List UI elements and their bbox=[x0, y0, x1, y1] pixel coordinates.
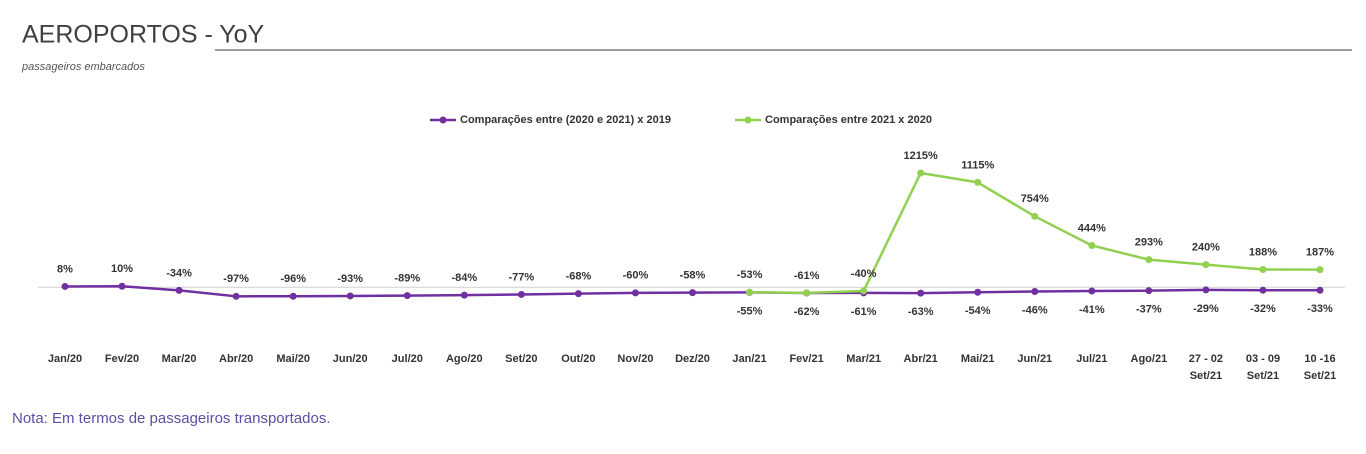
x-tick-label: Ago/21 bbox=[1131, 353, 1168, 365]
point bbox=[175, 286, 183, 294]
point bbox=[974, 288, 982, 296]
data-label: -62% bbox=[794, 306, 820, 318]
point bbox=[61, 282, 69, 290]
x-tick-label: Ago/20 bbox=[446, 353, 483, 365]
data-label: 1215% bbox=[904, 150, 938, 162]
data-label: -93% bbox=[337, 273, 363, 285]
point bbox=[1145, 287, 1153, 295]
point bbox=[118, 282, 126, 290]
data-label: 1115% bbox=[961, 159, 994, 171]
x-tick-label: Jan/20 bbox=[48, 353, 82, 365]
chart-title: AEROPORTOS - YoY bbox=[22, 21, 265, 49]
x-tick-label: Jan/21 bbox=[732, 353, 766, 365]
point bbox=[1316, 266, 1324, 274]
point bbox=[1202, 261, 1210, 269]
legend-label: Comparações entre (2020 e 2021) x 2019 bbox=[460, 114, 671, 126]
point bbox=[1145, 256, 1153, 264]
data-label: -53% bbox=[737, 269, 763, 281]
x-tick-label: 10 -16 Set/21 bbox=[1304, 353, 1336, 382]
x-tick-label: Mai/20 bbox=[276, 353, 310, 365]
data-label: -54% bbox=[965, 305, 991, 317]
legend-marker bbox=[744, 116, 752, 124]
chart-subtitle: passageiros embarcados bbox=[21, 61, 145, 73]
series-line bbox=[749, 171, 1321, 295]
data-label: -29% bbox=[1193, 303, 1219, 315]
data-label: -32% bbox=[1250, 303, 1276, 315]
point bbox=[346, 292, 354, 300]
data-label: -37% bbox=[1136, 304, 1162, 316]
point bbox=[803, 289, 811, 297]
point bbox=[1259, 266, 1267, 274]
data-label: -34% bbox=[166, 267, 192, 279]
legend-label: Comparações entre 2021 x 2020 bbox=[765, 114, 932, 126]
data-label: -41% bbox=[1079, 304, 1105, 316]
point bbox=[1031, 288, 1039, 296]
data-label: -96% bbox=[280, 273, 306, 285]
x-tick-label: Nov/20 bbox=[617, 353, 653, 365]
data-label: 10% bbox=[111, 263, 133, 275]
point bbox=[517, 290, 525, 298]
x-tick-label: 27 - 02 Set/21 bbox=[1189, 353, 1223, 382]
data-label: -58% bbox=[680, 270, 706, 282]
point bbox=[403, 292, 411, 300]
x-tick-label: Dez/20 bbox=[675, 353, 710, 365]
data-label: -40% bbox=[851, 268, 877, 280]
data-label: -97% bbox=[223, 273, 249, 285]
data-label: 240% bbox=[1192, 242, 1220, 254]
point bbox=[974, 178, 982, 186]
point bbox=[860, 287, 868, 295]
data-label: -89% bbox=[394, 272, 420, 284]
point bbox=[1202, 286, 1210, 294]
point bbox=[917, 169, 925, 177]
point bbox=[289, 292, 297, 300]
x-tick-label: Abr/21 bbox=[904, 353, 938, 365]
x-tick-label: Jul/21 bbox=[1076, 353, 1107, 365]
x-tick-label: Mar/20 bbox=[162, 353, 197, 365]
x-tick-label: Fev/20 bbox=[105, 353, 139, 365]
data-label: 293% bbox=[1135, 237, 1163, 249]
point bbox=[574, 290, 582, 298]
data-label: 188% bbox=[1249, 246, 1277, 258]
x-tick-label: Mar/21 bbox=[846, 353, 881, 365]
data-label: -33% bbox=[1307, 303, 1333, 315]
data-label: -46% bbox=[1022, 304, 1048, 316]
x-tick-label: Out/20 bbox=[561, 353, 595, 365]
data-label: -55% bbox=[737, 305, 763, 317]
data-label: -61% bbox=[794, 270, 820, 282]
data-label: 187% bbox=[1306, 247, 1334, 259]
note: Nota: Em termos de passageiros transport… bbox=[12, 410, 331, 427]
point bbox=[232, 292, 240, 300]
point bbox=[460, 291, 468, 299]
data-label: 444% bbox=[1078, 222, 1106, 234]
x-tick-label: Set/20 bbox=[505, 353, 537, 365]
data-label: -84% bbox=[451, 272, 477, 284]
point bbox=[1259, 286, 1267, 294]
x-tick-label: Jun/21 bbox=[1017, 353, 1052, 365]
data-label: -68% bbox=[566, 270, 592, 282]
point bbox=[1031, 212, 1039, 220]
data-label: -60% bbox=[623, 270, 649, 282]
data-label: -61% bbox=[851, 306, 877, 318]
legend-marker bbox=[439, 116, 447, 124]
point bbox=[1316, 286, 1324, 294]
data-label: -77% bbox=[509, 271, 535, 283]
x-tick-label: 03 - 09 Set/21 bbox=[1246, 353, 1280, 382]
data-label: 754% bbox=[1021, 193, 1049, 205]
point bbox=[746, 288, 754, 296]
x-tick-label: Fev/21 bbox=[789, 353, 823, 365]
data-label: -63% bbox=[908, 306, 934, 318]
point bbox=[917, 289, 925, 297]
x-tick-label: Jul/20 bbox=[392, 353, 423, 365]
point bbox=[1088, 287, 1096, 295]
x-tick-label: Mai/21 bbox=[961, 353, 995, 365]
data-label: 8% bbox=[57, 263, 73, 275]
point bbox=[689, 289, 696, 297]
x-tick-label: Abr/20 bbox=[219, 353, 253, 365]
point bbox=[631, 289, 639, 297]
x-tick-label: Jun/20 bbox=[333, 353, 368, 365]
point bbox=[1088, 241, 1096, 249]
